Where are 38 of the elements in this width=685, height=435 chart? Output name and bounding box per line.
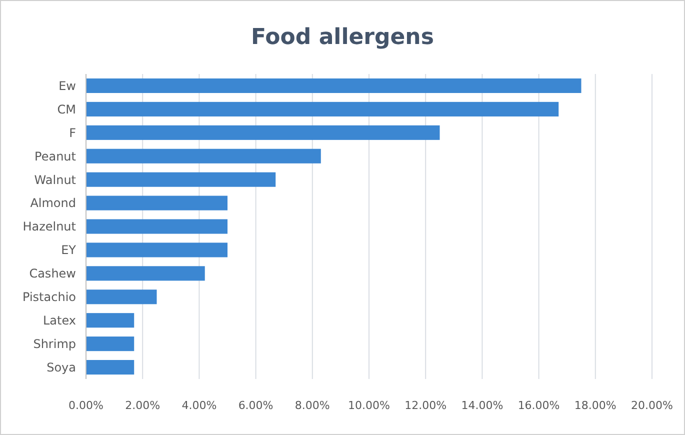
bar	[86, 102, 559, 116]
bar	[86, 172, 276, 187]
bar	[86, 290, 157, 304]
y-tick-label: Hazelnut	[22, 220, 76, 234]
x-tick-label: 18.00%	[574, 399, 616, 412]
y-tick-label: F	[69, 126, 76, 140]
bar	[86, 266, 205, 281]
y-tick-label: Pistachio	[22, 290, 76, 304]
y-tick-label: EY	[61, 243, 77, 258]
x-tick-label: 6.00%	[238, 399, 274, 412]
y-tick-label: Walnut	[34, 172, 76, 187]
bar	[86, 125, 440, 140]
x-tick-label: 14.00%	[461, 399, 504, 412]
y-tick-label: Cashew	[29, 266, 76, 281]
bar	[86, 78, 582, 94]
y-tick-label: Peanut	[34, 149, 76, 164]
y-tick-label: Latex	[42, 314, 76, 328]
bar	[86, 196, 228, 210]
chart-title: Food allergens	[251, 25, 434, 50]
x-tick-label: 16.00%	[518, 399, 560, 412]
y-tick-label: Soya	[46, 360, 76, 374]
bar	[86, 242, 228, 258]
y-tick-label: Almond	[30, 196, 76, 210]
x-tick-label: 20.00%	[631, 399, 673, 412]
y-tick-label: CM	[57, 102, 76, 116]
y-tick-label: Ew	[58, 78, 76, 93]
bar	[86, 336, 134, 352]
x-tick-label: 4.00%	[182, 399, 217, 412]
y-tick-label: Shrimp	[33, 337, 76, 352]
bar	[86, 313, 134, 328]
bar	[86, 148, 321, 164]
bar	[86, 219, 228, 234]
x-tick-label: 0.00%	[68, 399, 104, 412]
x-tick-label: 2.00%	[125, 399, 160, 412]
x-tick-label: 10.00%	[348, 399, 390, 412]
bar	[86, 360, 134, 375]
x-tick-label: 8.00%	[294, 399, 330, 412]
x-tick-label: 12.00%	[404, 399, 447, 412]
